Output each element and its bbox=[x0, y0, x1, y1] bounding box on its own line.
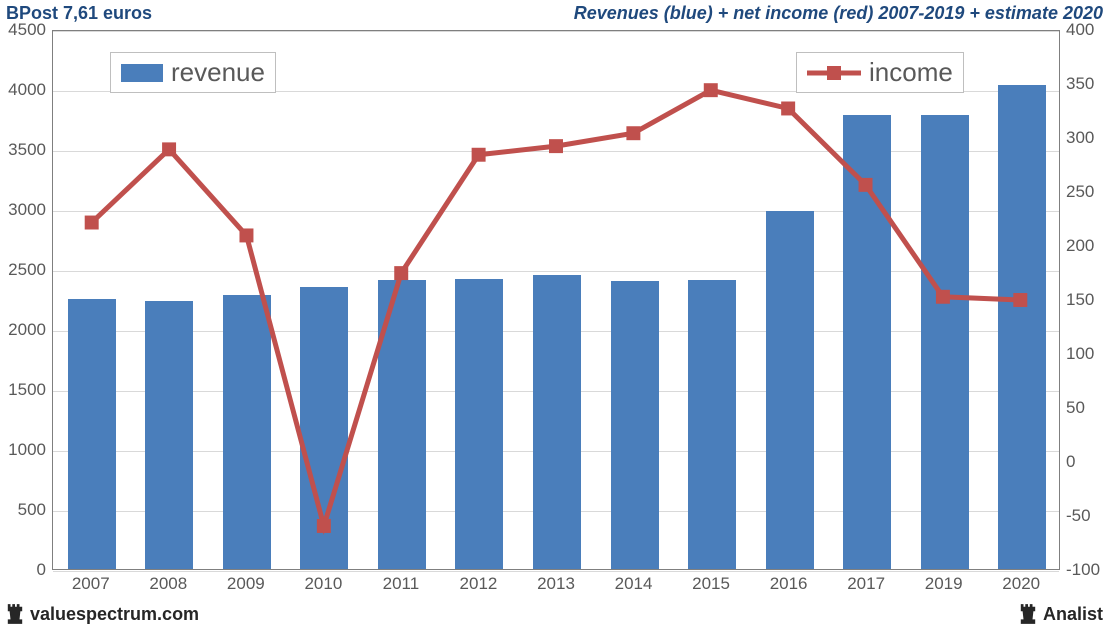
y-left-tick-label: 1500 bbox=[8, 380, 46, 400]
x-tick-label: 2016 bbox=[770, 574, 808, 594]
income-marker bbox=[626, 126, 640, 140]
y-left-tick-label: 4000 bbox=[8, 80, 46, 100]
y-right-tick-label: 50 bbox=[1066, 398, 1085, 418]
income-marker bbox=[859, 178, 873, 192]
x-tick-label: 2010 bbox=[304, 574, 342, 594]
y-right-tick-label: 200 bbox=[1066, 236, 1094, 256]
y-right-tick-label: 350 bbox=[1066, 74, 1094, 94]
income-line bbox=[53, 31, 1059, 569]
x-tick-label: 2008 bbox=[149, 574, 187, 594]
rook-icon bbox=[6, 604, 24, 624]
income-marker bbox=[472, 148, 486, 162]
y-left-tick-label: 0 bbox=[37, 560, 46, 580]
y-left-tick-label: 3000 bbox=[8, 200, 46, 220]
x-tick-label: 2017 bbox=[847, 574, 885, 594]
y-axis-right: -100-50050100150200250300350400 bbox=[1066, 30, 1111, 570]
x-tick-label: 2009 bbox=[227, 574, 265, 594]
x-tick-label: 2013 bbox=[537, 574, 575, 594]
x-tick-label: 2011 bbox=[383, 574, 420, 594]
legend-income-label: income bbox=[869, 57, 953, 88]
income-marker bbox=[85, 216, 99, 230]
x-tick-label: 2019 bbox=[925, 574, 963, 594]
footer-left-text: valuespectrum.com bbox=[30, 604, 199, 625]
x-tick-label: 2007 bbox=[72, 574, 110, 594]
footer-bar: valuespectrum.com Analist bbox=[0, 601, 1111, 627]
y-right-tick-label: 300 bbox=[1066, 128, 1094, 148]
rook-icon bbox=[1019, 604, 1037, 624]
x-tick-label: 2014 bbox=[615, 574, 653, 594]
header-title-right: Revenues (blue) + net income (red) 2007-… bbox=[574, 3, 1103, 24]
legend-income: income bbox=[796, 52, 964, 93]
x-axis: 2007 2008 2009 2010 2011 2012 2013 2014 2015 2016… bbox=[52, 574, 1060, 598]
plot-area bbox=[52, 30, 1060, 570]
x-tick-label: 2020 bbox=[1002, 574, 1040, 594]
y-right-tick-label: 250 bbox=[1066, 182, 1094, 202]
income-marker bbox=[394, 266, 408, 280]
y-left-tick-label: 4500 bbox=[8, 20, 46, 40]
legend-revenue: revenue bbox=[110, 52, 276, 93]
y-left-tick-label: 2000 bbox=[8, 320, 46, 340]
income-marker bbox=[317, 519, 331, 533]
y-right-tick-label: 0 bbox=[1066, 452, 1075, 472]
gridline bbox=[53, 571, 1059, 572]
income-marker bbox=[704, 83, 718, 97]
legend-revenue-label: revenue bbox=[171, 57, 265, 88]
legend-income-swatch bbox=[807, 60, 861, 86]
income-marker bbox=[162, 142, 176, 156]
x-tick-label: 2012 bbox=[460, 574, 498, 594]
income-marker bbox=[936, 290, 950, 304]
footer-left: valuespectrum.com bbox=[6, 604, 199, 625]
y-left-tick-label: 2500 bbox=[8, 260, 46, 280]
y-left-tick-label: 1000 bbox=[8, 440, 46, 460]
footer-right-text: Analist bbox=[1043, 604, 1103, 625]
y-left-tick-label: 3500 bbox=[8, 140, 46, 160]
y-right-tick-label: -100 bbox=[1066, 560, 1100, 580]
y-right-tick-label: 100 bbox=[1066, 344, 1094, 364]
x-tick-label: 2015 bbox=[692, 574, 730, 594]
legend-revenue-swatch bbox=[121, 64, 163, 82]
y-right-tick-label: 150 bbox=[1066, 290, 1094, 310]
income-marker bbox=[781, 101, 795, 115]
footer-right: Analist bbox=[1019, 604, 1103, 625]
income-marker bbox=[1013, 293, 1027, 307]
y-left-tick-label: 500 bbox=[18, 500, 46, 520]
y-right-tick-label: 400 bbox=[1066, 20, 1094, 40]
y-axis-left: 050010001500200025003000350040004500 bbox=[0, 30, 46, 570]
header-bar: BPost 7,61 euros Revenues (blue) + net i… bbox=[0, 0, 1111, 26]
chart-wrapper: BPost 7,61 euros Revenues (blue) + net i… bbox=[0, 0, 1111, 627]
y-right-tick-label: -50 bbox=[1066, 506, 1091, 526]
income-marker bbox=[239, 228, 253, 242]
income-marker bbox=[549, 139, 563, 153]
